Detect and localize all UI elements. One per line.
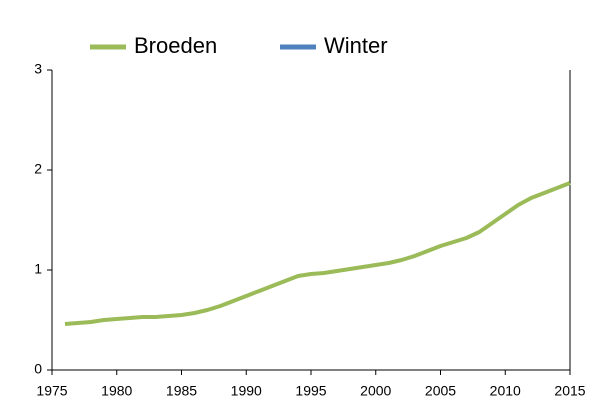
legend-label: Winter [324, 33, 388, 58]
x-tick-label: 1975 [36, 383, 67, 399]
legend: Broeden Winter [90, 33, 388, 58]
x-tick-label: 2015 [554, 383, 585, 399]
x-tick-label: 1980 [101, 383, 132, 399]
x-tick-label: 1990 [231, 383, 262, 399]
x-tick-label: 2000 [360, 383, 391, 399]
y-tick-label: 1 [34, 261, 42, 277]
x-tick-label: 1985 [166, 383, 197, 399]
x-tick-label: 1995 [295, 383, 326, 399]
y-tick-label: 0 [34, 361, 42, 377]
y-tick-label: 3 [34, 61, 42, 77]
x-tick-label: 2010 [490, 383, 521, 399]
y-tick-label: 2 [34, 161, 42, 177]
x-tick-label: 2005 [425, 383, 456, 399]
legend-label: Broeden [134, 33, 217, 58]
series-line [64, 181, 571, 326]
